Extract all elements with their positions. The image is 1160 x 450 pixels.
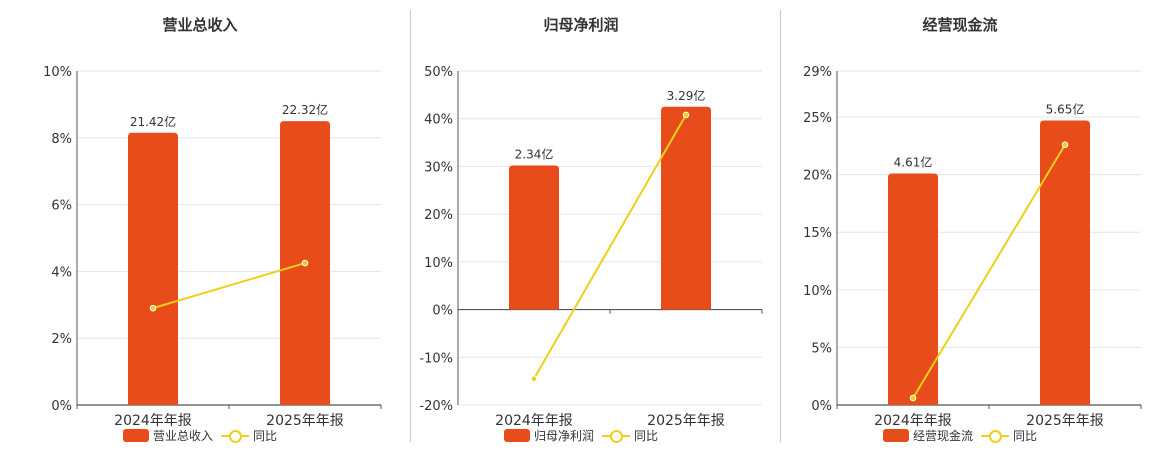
bar xyxy=(509,165,559,310)
legend-item-line[interactable]: 同比 xyxy=(602,427,658,444)
y-tick-label: 6% xyxy=(51,199,72,214)
legend-item-bar[interactable]: 归母净利润 xyxy=(503,427,594,444)
y-tick-label: 4% xyxy=(51,265,72,280)
bar-value-label: 2.34亿 xyxy=(515,146,554,161)
y-tick-label: 8% xyxy=(51,132,72,147)
yoy-point xyxy=(530,375,538,383)
chart-legend: 经营现金流 同比 xyxy=(775,427,1145,444)
legend-label: 同比 xyxy=(634,429,659,443)
y-tick-label: 2% xyxy=(51,332,72,347)
chart-svg: 50% 40% 30% 20% 10% 0% -10% -20% 2.34亿 3.29亿 2024年… xyxy=(419,65,763,429)
legend-line-swatch xyxy=(221,429,249,443)
legend-bar-swatch xyxy=(503,429,530,442)
y-tick-label: 0% xyxy=(432,304,453,319)
yoy-line xyxy=(152,262,306,310)
y-tick-label: 29% xyxy=(803,65,832,80)
legend-label: 归母净利润 xyxy=(533,429,594,443)
bar xyxy=(128,132,178,406)
panel-divider xyxy=(780,10,781,442)
chart-title: 经营现金流 xyxy=(922,16,998,34)
chart-panel-operating-cashflow: 经营现金流 29% 25% 20% 15% 10% 5% 0% 4.61亿 5.65亿 2024年… xyxy=(775,0,1145,450)
legend-item-bar[interactable]: 经营现金流 xyxy=(882,427,973,444)
legend-label: 同比 xyxy=(1013,429,1038,443)
legend-label: 经营现金流 xyxy=(912,429,973,443)
y-tick-label: -20% xyxy=(419,399,453,414)
y-tick-label: 20% xyxy=(803,169,832,184)
bar xyxy=(661,106,711,310)
bar-value-label: 3.29亿 xyxy=(667,88,706,103)
y-tick-label: -10% xyxy=(419,351,453,366)
yoy-line xyxy=(912,144,1066,399)
chart-legend: 归母净利润 同比 xyxy=(396,427,766,444)
bar-value-label: 5.65亿 xyxy=(1046,102,1085,117)
bar xyxy=(888,173,938,405)
yoy-point xyxy=(909,394,917,402)
y-tick-label: 25% xyxy=(803,111,832,126)
y-tick-label: 0% xyxy=(51,399,72,414)
bar xyxy=(1040,120,1090,405)
bar-value-label: 22.32亿 xyxy=(282,102,328,117)
legend-bar-swatch xyxy=(882,429,909,442)
chart-legend: 营业总收入 同比 xyxy=(15,427,385,444)
y-tick-label: 0% xyxy=(811,399,832,414)
y-tick-label: 20% xyxy=(424,208,453,223)
chart-svg: 29% 25% 20% 15% 10% 5% 0% 4.61亿 5.65亿 2024年年报 2025… xyxy=(803,65,1142,429)
yoy-point xyxy=(682,111,690,119)
chart-title: 归母净利润 xyxy=(543,16,619,34)
yoy-point xyxy=(1061,141,1069,149)
x-tick-label: 2024年年报 xyxy=(114,413,192,429)
y-tick-label: 5% xyxy=(811,341,832,356)
legend-bar-swatch xyxy=(122,429,149,442)
panel-divider xyxy=(410,10,411,442)
legend-line-swatch xyxy=(602,429,630,443)
yoy-point xyxy=(301,259,309,267)
legend-item-bar[interactable]: 营业总收入 xyxy=(122,427,213,444)
chart-panel-revenue: 营业总收入 10% 8% 6% 4% 2% 0% 21.42亿 22.32亿 2024年年报 20… xyxy=(15,0,385,450)
x-tick-label: 2025年年报 xyxy=(266,413,344,429)
x-tick-label: 2025年年报 xyxy=(1026,413,1104,429)
y-tick-label: 10% xyxy=(803,284,832,299)
chart-svg: 10% 8% 6% 4% 2% 0% 21.42亿 22.32亿 2024年年报 2025年年报 xyxy=(43,65,382,429)
x-tick-label: 2024年年报 xyxy=(495,413,573,429)
legend-line-swatch xyxy=(981,429,1009,443)
bar-value-label: 21.42亿 xyxy=(130,114,176,129)
chart-title: 营业总收入 xyxy=(162,16,238,34)
yoy-point xyxy=(149,304,157,312)
chart-panel-net-profit: 归母净利润 50% 40% 30% 20% 10% 0% -10% -20% 2.34亿 3.29… xyxy=(396,0,766,450)
y-tick-label: 10% xyxy=(43,65,72,80)
legend-item-line[interactable]: 同比 xyxy=(221,427,277,444)
yoy-line xyxy=(533,114,687,380)
y-tick-label: 10% xyxy=(424,256,453,271)
legend-label: 营业总收入 xyxy=(152,429,213,443)
bar-value-label: 4.61亿 xyxy=(894,155,933,170)
y-tick-label: 50% xyxy=(424,65,453,80)
x-tick-label: 2025年年报 xyxy=(647,413,725,429)
legend-item-line[interactable]: 同比 xyxy=(981,427,1037,444)
y-tick-label: 40% xyxy=(424,113,453,128)
y-tick-label: 30% xyxy=(424,160,453,175)
legend-label: 同比 xyxy=(253,429,278,443)
x-tick-label: 2024年年报 xyxy=(874,413,952,429)
y-tick-label: 15% xyxy=(803,226,832,241)
